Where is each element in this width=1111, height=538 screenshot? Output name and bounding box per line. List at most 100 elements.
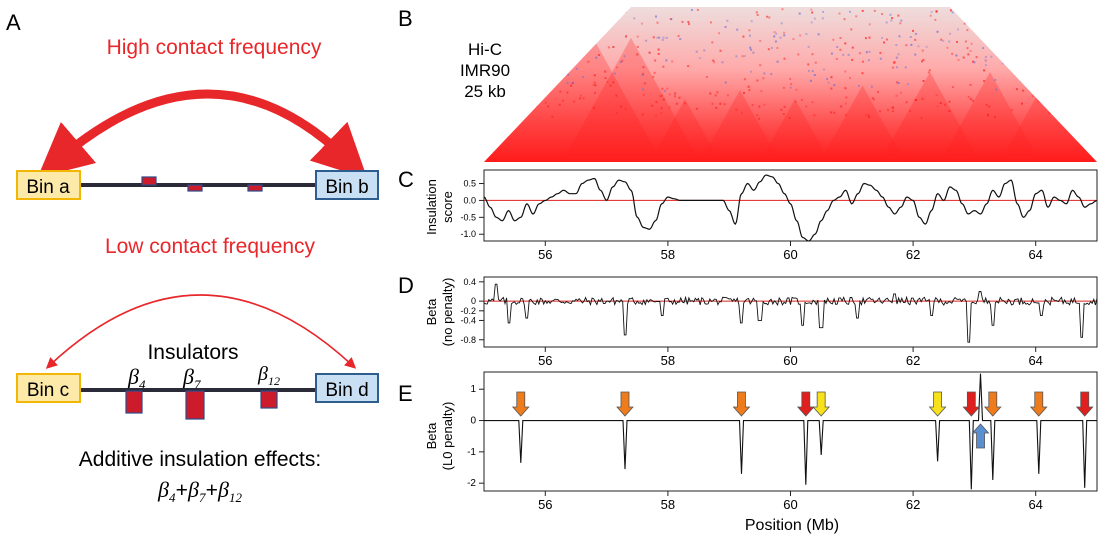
high-contact-arc bbox=[37, 89, 368, 179]
heatmap-pixel bbox=[655, 114, 658, 117]
heatmap-pixel bbox=[666, 87, 669, 90]
heatmap-pixel bbox=[994, 78, 997, 81]
e-ylabel-top: Beta bbox=[424, 422, 439, 450]
heatmap-pixel bbox=[579, 97, 581, 100]
heatmap-pixel bbox=[696, 8, 699, 11]
heatmap-pixel bbox=[770, 73, 773, 76]
heatmap-pixel bbox=[907, 83, 909, 86]
panel-letter-d: D bbox=[398, 273, 414, 298]
heatmap-pixel bbox=[660, 112, 663, 115]
beta-l0-penalty-line bbox=[484, 373, 1097, 490]
heatmap-pixel bbox=[836, 46, 839, 48]
heatmap-pixel bbox=[540, 64, 543, 67]
heatmap-pixel bbox=[655, 15, 657, 18]
heatmap-pixel bbox=[690, 9, 693, 11]
heatmap-pixel bbox=[780, 22, 783, 25]
heatmap-pixel bbox=[1050, 101, 1053, 104]
heatmap-pixel bbox=[1079, 79, 1082, 82]
heatmap-pixel bbox=[861, 9, 864, 12]
heatmap-pixel bbox=[1064, 76, 1067, 79]
heatmap-pixel bbox=[879, 51, 882, 54]
y-tick-label: -1 bbox=[467, 447, 476, 458]
heatmap-pixel bbox=[554, 18, 557, 21]
heatmap-pixel bbox=[962, 56, 965, 59]
heatmap-pixel bbox=[940, 38, 943, 41]
heatmap-pixel bbox=[925, 45, 928, 48]
heatmap-pixel bbox=[526, 79, 529, 81]
heatmap-pixel bbox=[642, 93, 645, 96]
heatmap-pixel bbox=[751, 104, 754, 107]
heatmap-pixel bbox=[633, 17, 636, 20]
heatmap-pixel bbox=[922, 80, 925, 82]
heatmap-pixel bbox=[657, 48, 660, 51]
heatmap-pixel bbox=[891, 17, 894, 20]
heatmap-pixel bbox=[641, 22, 644, 25]
heatmap-pixel bbox=[817, 33, 820, 36]
heatmap-pixel bbox=[1083, 18, 1086, 21]
heatmap-pixel bbox=[949, 9, 952, 12]
heatmap-pixel bbox=[845, 113, 847, 116]
heatmap-pixel bbox=[575, 44, 578, 47]
heatmap-pixel bbox=[575, 67, 578, 70]
heatmap-pixel bbox=[904, 66, 907, 69]
heatmap-pixel bbox=[896, 81, 898, 84]
heatmap-pixel bbox=[601, 11, 604, 14]
heatmap-pixel bbox=[783, 34, 786, 37]
e-ylabel-bottom: (L0 penalty) bbox=[440, 402, 455, 471]
heatmap-pixel bbox=[914, 38, 917, 41]
heatmap-pixel bbox=[767, 48, 770, 51]
heatmap-pixel bbox=[917, 45, 920, 48]
heatmap-pixel bbox=[887, 109, 889, 112]
heatmap-pixel bbox=[1068, 77, 1071, 80]
heatmap-pixel bbox=[525, 104, 528, 107]
heatmap-pixel bbox=[1017, 43, 1020, 46]
heatmap-pixel bbox=[955, 54, 958, 57]
heatmap-pixel bbox=[983, 69, 986, 72]
heatmap-pixel bbox=[714, 94, 717, 97]
heatmap-pixel bbox=[885, 38, 888, 41]
y-tick-label: -0.4 bbox=[460, 315, 476, 325]
heatmap-pixel bbox=[604, 70, 607, 73]
heatmap-pixel bbox=[661, 87, 664, 90]
beta-no-penalty-plot: 0.4 0-0.2-0.4 -0.8 56 58 60 62 64 bbox=[460, 276, 1098, 368]
heatmap-pixel bbox=[595, 56, 598, 59]
heatmap-pixel bbox=[582, 51, 585, 54]
x-tick-label: 58 bbox=[661, 353, 675, 368]
heatmap-pixel bbox=[593, 74, 596, 77]
heatmap-pixel bbox=[921, 60, 923, 63]
heatmap-pixel bbox=[845, 96, 848, 99]
orange-arrow-icon bbox=[983, 391, 1002, 417]
heatmap-pixel bbox=[1080, 49, 1083, 52]
heatmap-pixel bbox=[983, 80, 986, 82]
heatmap-pixel bbox=[1083, 114, 1086, 117]
heatmap-pixel bbox=[662, 98, 665, 101]
y-tick-label: -1.0 bbox=[460, 229, 476, 239]
heatmap-pixel bbox=[1078, 78, 1081, 81]
heatmap-pixel bbox=[868, 50, 871, 53]
heatmap-pixel bbox=[540, 48, 543, 51]
heatmap-pixel bbox=[776, 60, 779, 63]
heatmap-pixel bbox=[582, 97, 585, 100]
heatmap-pixel bbox=[1021, 102, 1023, 105]
heatmap-pixel bbox=[556, 59, 559, 62]
x-tick-label: 64 bbox=[1028, 353, 1042, 368]
heatmap-pixel bbox=[972, 60, 974, 63]
heatmap-pixel bbox=[1061, 51, 1064, 54]
red-arrow-icon bbox=[962, 391, 981, 417]
heatmap-pixel bbox=[1074, 91, 1077, 94]
heatmap-pixel bbox=[665, 36, 668, 39]
heatmap-pixel bbox=[604, 77, 607, 80]
additive-effects-label: Additive insulation effects: bbox=[79, 448, 321, 471]
heatmap-pixel bbox=[915, 98, 917, 101]
heatmap-pixel bbox=[594, 21, 597, 24]
heatmap-pixel bbox=[711, 41, 714, 44]
heatmap-pixel bbox=[535, 104, 538, 107]
heatmap-pixel bbox=[601, 20, 604, 23]
heatmap-pixel bbox=[867, 116, 870, 118]
heatmap-pixel bbox=[898, 35, 901, 38]
heatmap-pixel bbox=[1010, 109, 1013, 112]
heatmap-pixel bbox=[1001, 51, 1004, 54]
heatmap-pixel bbox=[897, 82, 900, 84]
x-tick-label: 56 bbox=[538, 353, 552, 368]
y-tick-label: -0.5 bbox=[460, 212, 476, 222]
